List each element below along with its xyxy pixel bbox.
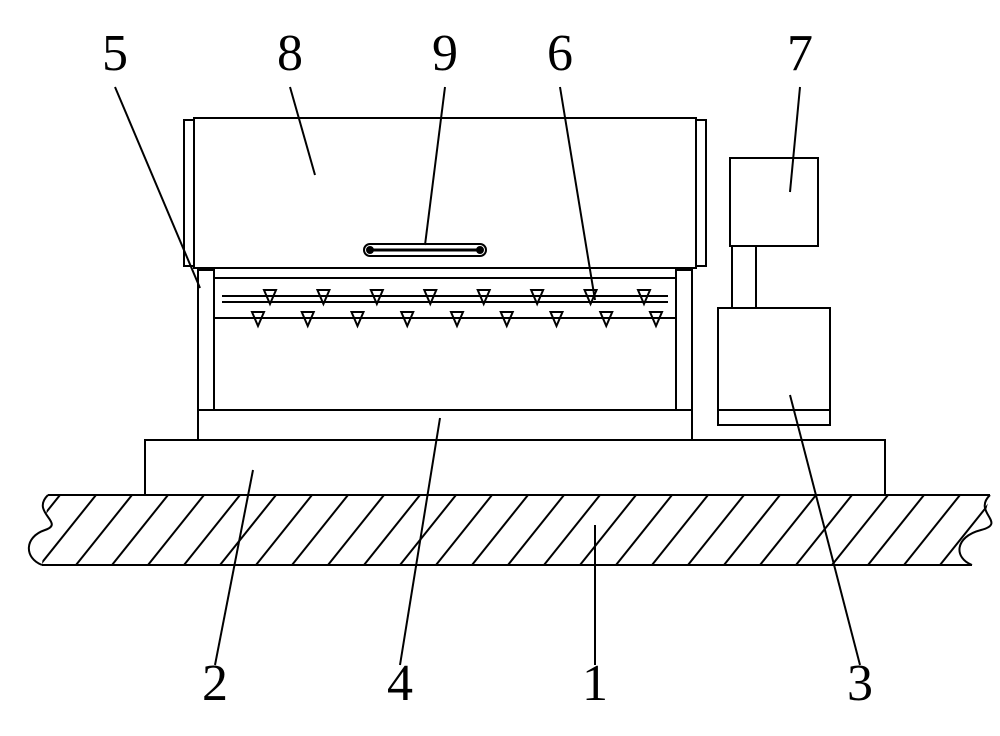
svg-text:8: 8 [277, 25, 303, 82]
svg-text:3: 3 [847, 655, 873, 712]
svg-text:9: 9 [432, 25, 458, 82]
svg-text:5: 5 [102, 25, 128, 82]
svg-text:1: 1 [582, 655, 608, 712]
svg-text:7: 7 [787, 25, 813, 82]
svg-text:2: 2 [202, 655, 228, 712]
svg-text:6: 6 [547, 25, 573, 82]
svg-text:4: 4 [387, 655, 413, 712]
